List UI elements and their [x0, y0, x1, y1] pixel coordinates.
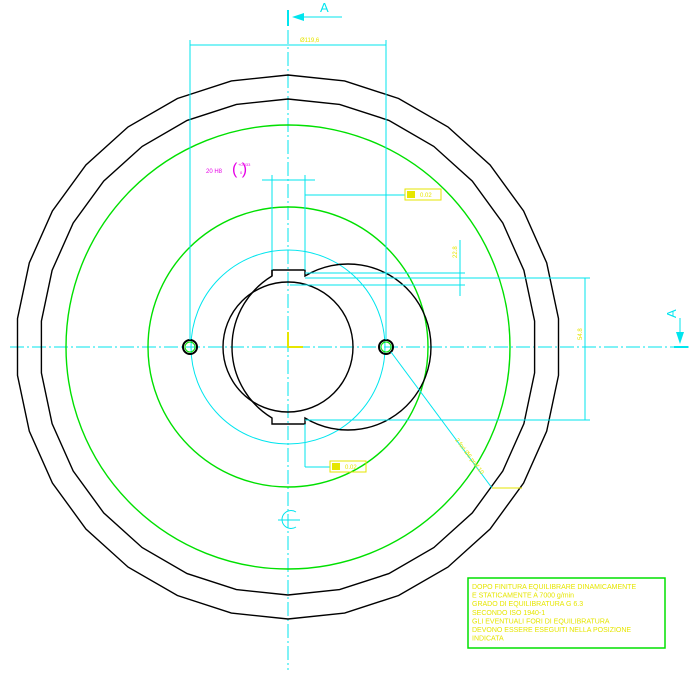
note-line: SECONDO ISO 1940-1 — [472, 610, 545, 617]
tol-text: +0.033 — [238, 162, 251, 167]
note-line: DOPO FINITURA EQUILIBRARE DINAMICAMENTE — [472, 584, 636, 591]
symbol — [278, 511, 300, 529]
gdt-symbol — [332, 463, 340, 470]
section-label: A — [320, 0, 329, 15]
drawing: Ø119,6 20 H8 ( ) +0.033 0 0.02 22.8 54.8… — [0, 0, 695, 677]
section-label: A — [664, 309, 679, 318]
gdt-value: 0.02 — [420, 193, 432, 199]
note-line: GLI EVENTUALI FORI DI EQUILIBRATURA — [472, 618, 610, 625]
note: DOPO FINITURA EQUILIBRARE DINAMICAMENTE E… — [472, 584, 636, 643]
gdt-symbol — [407, 191, 415, 198]
arrow-head — [676, 332, 684, 344]
dim-text: Ø119,6 — [300, 38, 320, 44]
arrow-head — [292, 13, 304, 21]
origin-mark — [288, 332, 303, 347]
note-line: E STATICAMENTE A 7000 g/min — [472, 593, 574, 600]
note-line: GRADO DI EQUILIBRATURA G 6.3 — [472, 601, 583, 608]
dim-text: 2 fori Ø6 prof.10 — [453, 438, 484, 477]
dim-text: 20 H8 — [206, 169, 223, 175]
note-line: INDICATA — [472, 636, 504, 643]
gdt-value: 0.02 — [345, 465, 357, 471]
dim-text: 54.8 — [578, 328, 584, 340]
note-line: DEVONO ESSERE ESEGUITI NELLA POSIZIONE — [472, 627, 631, 634]
dim-text: 22.8 — [453, 246, 459, 258]
